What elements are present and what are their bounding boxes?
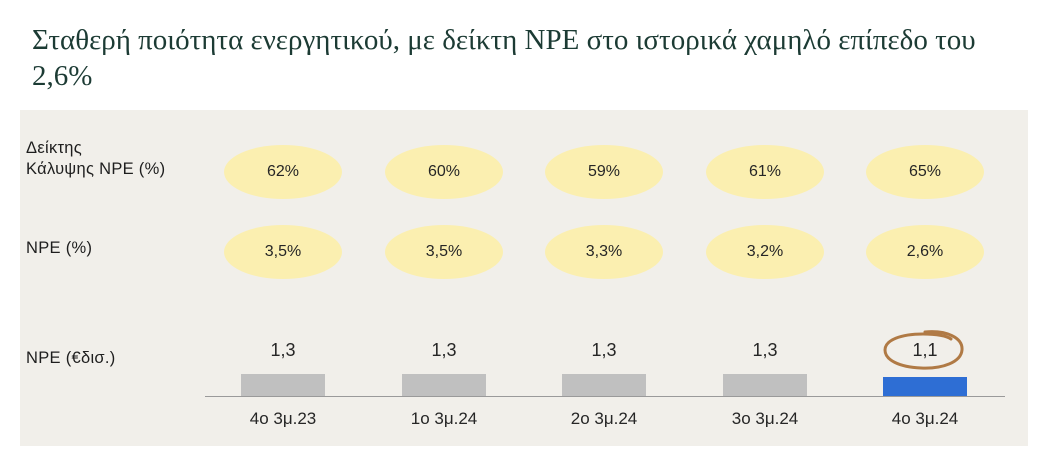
npe-ratio-pill: 3,2%: [706, 225, 824, 279]
x-tick-label: 4ο 3μ.24: [891, 409, 959, 428]
bar-value-label: 1,3: [270, 340, 296, 360]
x-tick-label: 4ο 3μ.23: [249, 409, 317, 428]
bar-value-label: 1,3: [431, 340, 457, 360]
x-tick-label: 1ο 3μ.24: [410, 409, 478, 428]
x-axis-line: [205, 396, 1005, 397]
npe-bar: [883, 377, 967, 396]
npe-amount-row-label: NPE (€δισ.): [26, 349, 116, 367]
npe-ratio-row-label: NPE (%): [26, 239, 93, 257]
npe-ratio-pill: 3,5%: [224, 225, 342, 279]
x-tick-label: 2ο 3μ.24: [570, 409, 638, 428]
coverage-pill: 60%: [385, 145, 503, 199]
coverage-pill: 59%: [545, 145, 663, 199]
bar-value-label: 1,1: [912, 340, 938, 360]
highlight-circle-icon: [883, 330, 964, 370]
bar-value-label: 1,3: [591, 340, 617, 360]
chart-panel: [20, 110, 1028, 446]
coverage-row-label: Δείκτης Κάλυψης NPE (%): [26, 138, 165, 180]
page-title: Σταθερή ποιότητα ενεργητικού, με δείκτη …: [32, 24, 976, 92]
npe-bar: [562, 374, 646, 396]
bar-value-label: 1,3: [752, 340, 778, 360]
coverage-pill: 61%: [706, 145, 824, 199]
coverage-pill: 65%: [866, 145, 984, 199]
coverage-label-line2: Κάλυψης NPE (%): [26, 160, 166, 178]
npe-bar: [723, 374, 807, 396]
npe-ratio-pill: 3,5%: [385, 225, 503, 279]
npe-ratio-pill: 2,6%: [866, 225, 984, 279]
x-tick-label: 3ο 3μ.24: [731, 409, 799, 428]
npe-bar: [241, 374, 325, 396]
npe-bar: [402, 374, 486, 396]
coverage-label-line1: Δείκτης: [26, 139, 83, 157]
coverage-pill: 62%: [224, 145, 342, 199]
npe-ratio-pill: 3,3%: [545, 225, 663, 279]
